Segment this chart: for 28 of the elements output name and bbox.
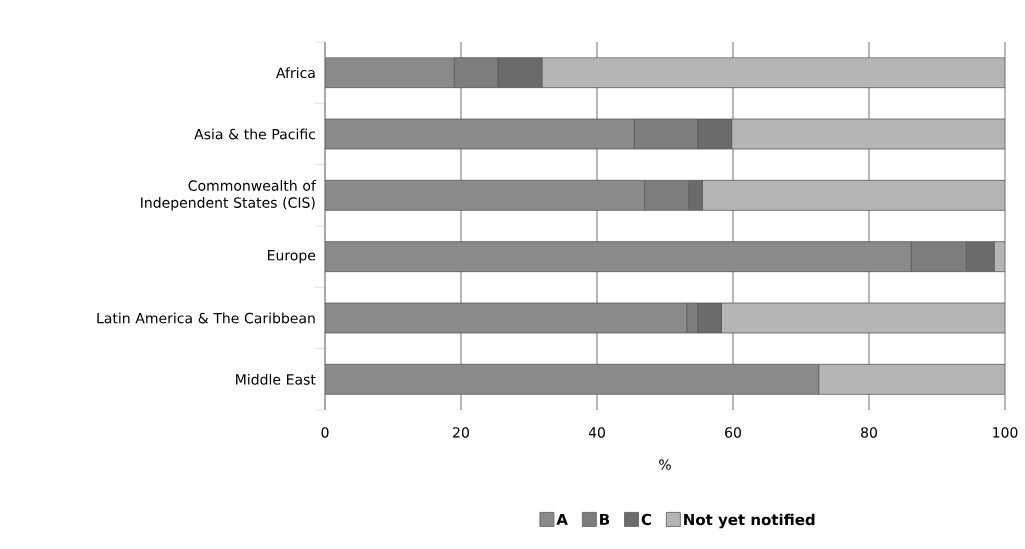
bar	[721, 302, 1006, 334]
bar	[325, 302, 688, 334]
y-tick-label: Europe	[268, 250, 316, 264]
legend-label: A	[556, 513, 568, 525]
legend-label: C	[641, 513, 651, 526]
x-tick-label: 0	[321, 427, 329, 438]
bar	[325, 363, 820, 395]
y-tick-label: Commonwealth of Independent States (CIS)	[141, 180, 317, 211]
bar	[325, 57, 455, 89]
x-axis-title: %	[659, 459, 671, 470]
bar	[325, 118, 635, 150]
bar	[325, 241, 912, 273]
x-tick-label: 60	[725, 427, 741, 438]
bar	[325, 179, 645, 211]
legend-label: B	[600, 513, 610, 525]
x-tick-label: 100	[993, 427, 1018, 438]
y-tick-label: Asia & the Pacific	[194, 128, 316, 140]
x-tick-label: 80	[861, 427, 877, 438]
bar	[818, 363, 1006, 395]
bar	[731, 118, 1006, 150]
x-tick-label: 40	[588, 427, 605, 438]
bar	[702, 179, 1006, 211]
x-tick-label: 20	[453, 427, 469, 438]
y-tick-label: Latin America & The Caribbean	[97, 312, 315, 324]
y-tick-label: Africa	[276, 67, 315, 79]
bar	[541, 57, 1006, 89]
legend-label: Not yet notified	[684, 513, 815, 529]
y-tick-label: Middle East	[236, 373, 316, 385]
